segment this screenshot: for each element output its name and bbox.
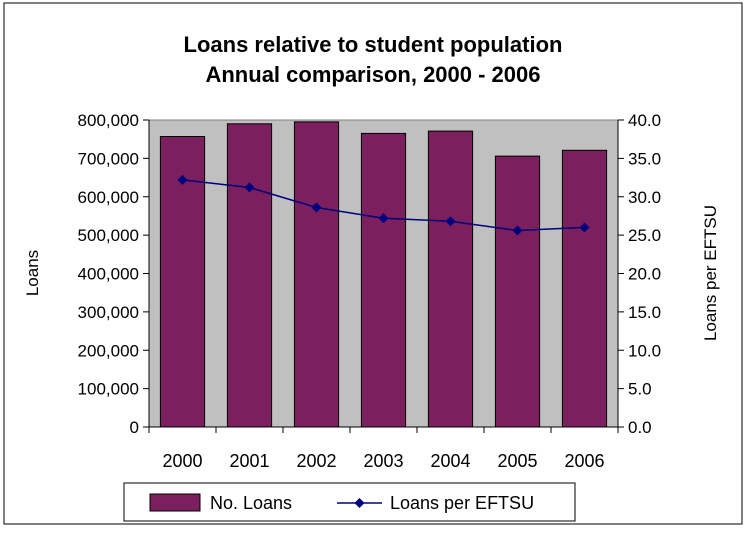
legend-swatch-no-loans (149, 493, 201, 512)
chart-title: Loans relative to student population (184, 32, 563, 57)
marker-loans-per-eftsu-2001 (244, 182, 255, 193)
y-left-tick-label: 200,000 (78, 341, 139, 360)
axes-group: 0 0.0 100,000 5.0 200,000 10.0 300,000 15.0 400,… (78, 111, 662, 471)
chart-subtitle: Annual comparison, 2000 - 2006 (205, 62, 540, 87)
y-right-tick-label: 10.0 (628, 341, 661, 360)
bar-2002 (293, 121, 340, 428)
y-left-tick-label: 400,000 (78, 265, 139, 284)
y-left-tick-label: 700,000 (78, 149, 139, 168)
x-tick-label-2000: 2000 (162, 451, 202, 471)
y-left-tick-label: 100,000 (78, 380, 139, 399)
marker-loans-per-eftsu-2000 (177, 174, 188, 185)
y-right-tick-label: 40.0 (628, 111, 661, 130)
legend-label-loans-per-eftsu: Loans per EFTSU (390, 493, 534, 513)
y-right-tick-label: 5.0 (628, 380, 652, 399)
y-right-tick-label: 35.0 (628, 149, 661, 168)
x-tick-label-2001: 2001 (229, 451, 269, 471)
marker-loans-per-eftsu-2003 (378, 213, 389, 224)
y-left-tick-label: 500,000 (78, 226, 139, 245)
bars-group (159, 121, 608, 428)
y-axis-right-label: Loans per EFTSU (701, 205, 720, 341)
bar-2004 (427, 130, 474, 428)
y-right-tick-label: 15.0 (628, 303, 661, 322)
y-right-tick-label: 0.0 (628, 418, 652, 437)
legend-label-no-loans: No. Loans (210, 493, 292, 513)
bar-2006 (561, 149, 608, 428)
legend-swatch-loans-per-eftsu-marker (354, 498, 365, 508)
x-tick-label-2004: 2004 (430, 451, 470, 471)
y-left-tick-label: 300,000 (78, 303, 139, 322)
y-right-tick-label: 25.0 (628, 226, 661, 245)
y-right-tick-label: 30.0 (628, 188, 661, 207)
legend: No. Loans Loans per EFTSU (123, 482, 576, 522)
marker-loans-per-eftsu-2006 (579, 222, 590, 233)
y-left-tick-label: 0 (130, 418, 139, 437)
bar-2005 (494, 155, 541, 428)
x-tick-label-2006: 2006 (564, 451, 604, 471)
line-series-group (177, 174, 590, 236)
x-tick-label-2003: 2003 (363, 451, 403, 471)
marker-loans-per-eftsu-2005 (512, 225, 523, 236)
x-tick-label-2002: 2002 (296, 451, 336, 471)
bar-2003 (360, 132, 407, 428)
bar-2000 (159, 136, 206, 428)
y-axis-left-label: Loans (23, 250, 42, 296)
y-right-tick-label: 20.0 (628, 265, 661, 284)
y-left-tick-label: 600,000 (78, 188, 139, 207)
y-left-tick-label: 800,000 (78, 111, 139, 130)
x-tick-label-2005: 2005 (497, 451, 537, 471)
bar-2001 (226, 123, 273, 428)
marker-loans-per-eftsu-2004 (445, 216, 456, 227)
marker-loans-per-eftsu-2002 (311, 202, 322, 213)
